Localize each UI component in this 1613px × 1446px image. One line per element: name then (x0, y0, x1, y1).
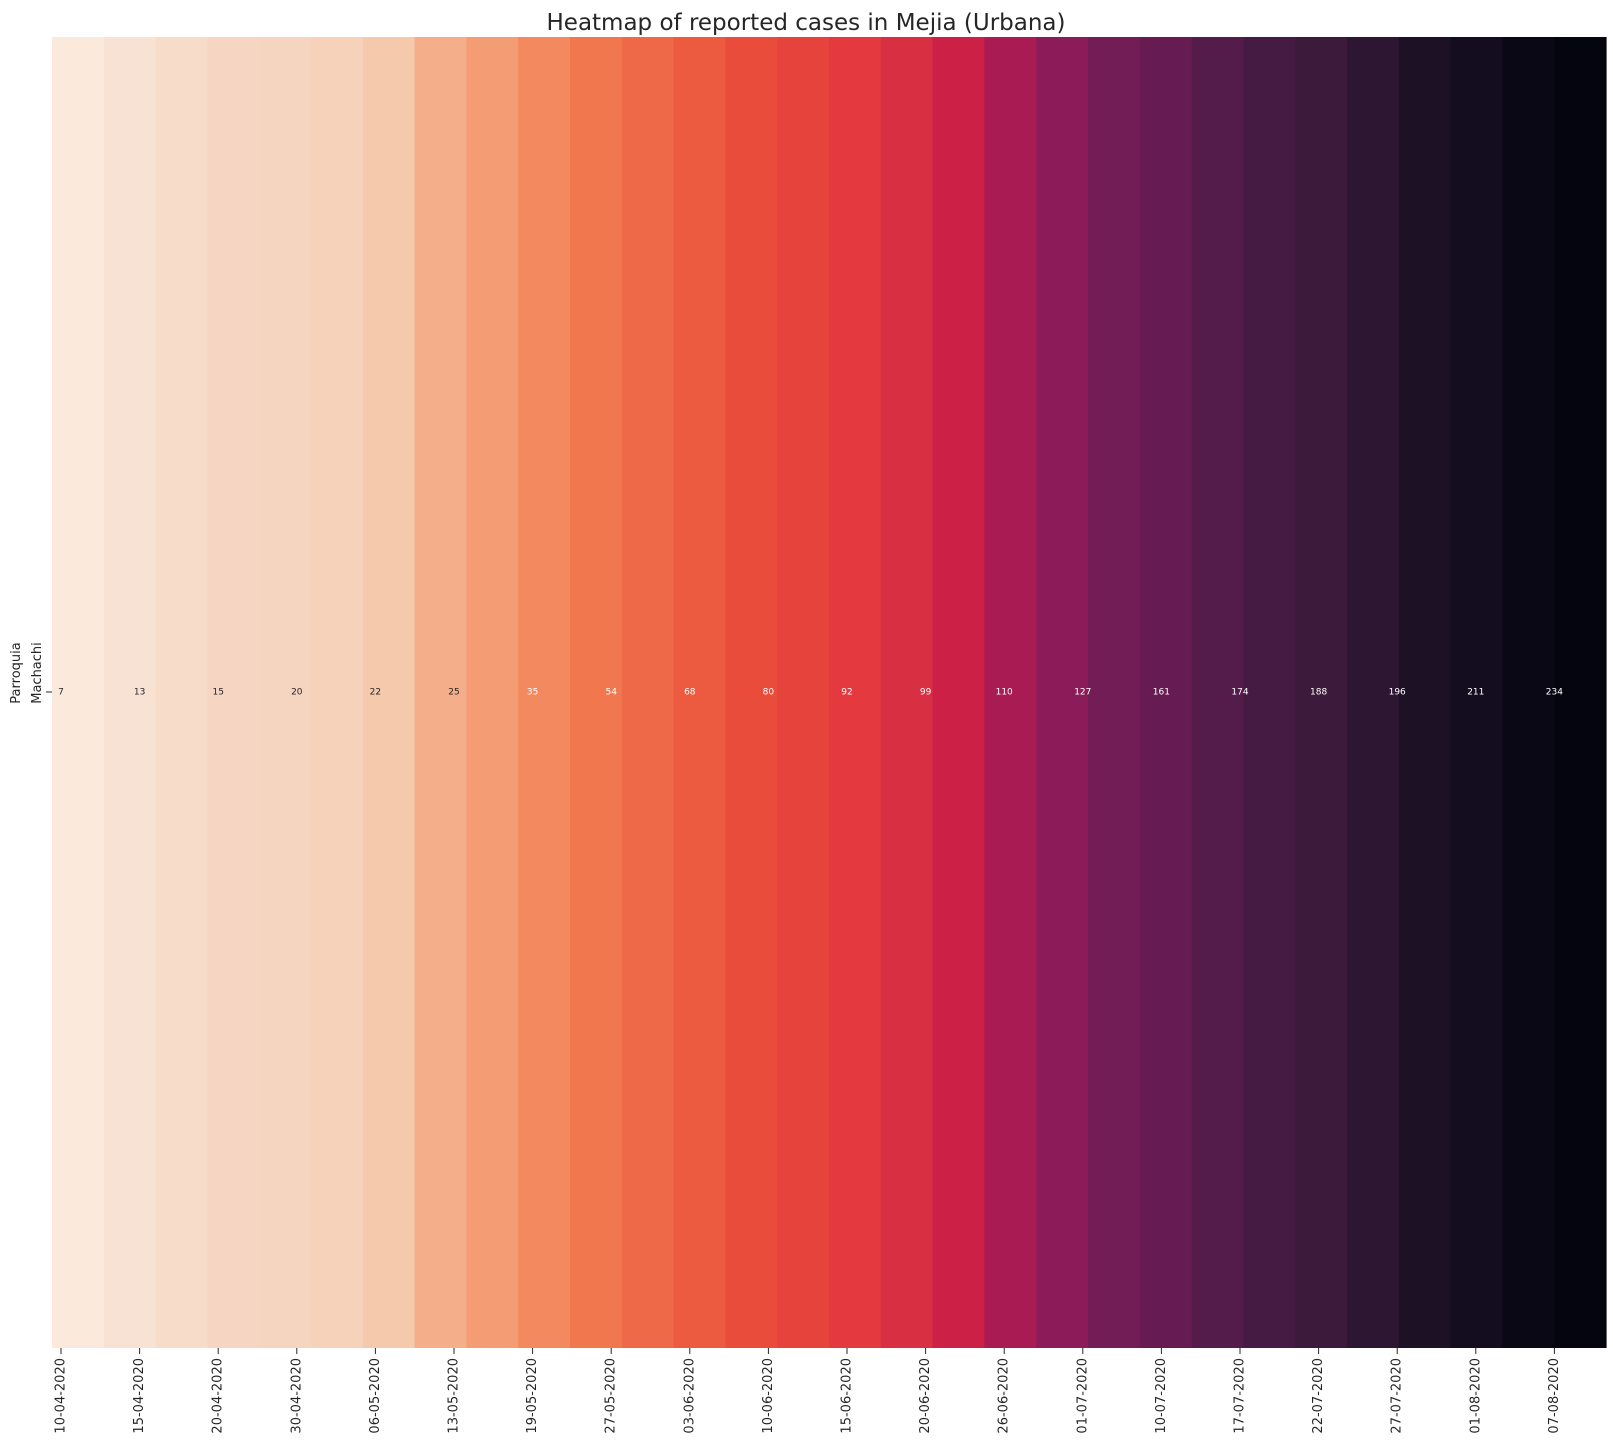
heatmap-cell (103, 37, 157, 1348)
x-tick-label: 15-04-2020 (132, 1358, 147, 1434)
heatmap-cells (52, 37, 1607, 1348)
heatmap-cell (777, 37, 830, 1348)
cell-value-label: 196 (1389, 688, 1406, 698)
x-tick-label: 20-06-2020 (918, 1358, 933, 1434)
cell-value-label: 92 (841, 688, 852, 698)
heatmap-cell (518, 37, 571, 1348)
cell-value-label: 25 (448, 688, 459, 698)
heatmap-cell (621, 37, 675, 1348)
cell-value-label: 54 (605, 688, 617, 698)
x-tick-label: 10-04-2020 (54, 1358, 69, 1434)
x-tick-label: 19-05-2020 (525, 1358, 540, 1434)
heatmap-cell (414, 37, 467, 1348)
cell-value-label: 174 (1231, 688, 1248, 698)
heatmap-cell (932, 37, 985, 1348)
x-tick-label: 22-07-2020 (1311, 1358, 1326, 1434)
heatmap-cell (880, 37, 934, 1348)
cell-value-label: 15 (212, 688, 223, 698)
y-axis-label: Parroquia (9, 642, 24, 703)
cell-value-label: 13 (134, 688, 145, 698)
heatmap-cell (1088, 37, 1141, 1348)
heatmap-cell (570, 37, 623, 1348)
cell-value-label: 110 (996, 688, 1013, 698)
heatmap-cell (362, 37, 416, 1348)
heatmap-cell (1191, 37, 1244, 1348)
x-tick-label: 01-08-2020 (1468, 1358, 1483, 1434)
heatmap-cell (259, 37, 312, 1348)
cell-value-label: 99 (920, 688, 932, 698)
heatmap-cell (1398, 37, 1452, 1348)
x-tick-label: 20-04-2020 (211, 1358, 226, 1434)
x-tick-label: 26-06-2020 (997, 1358, 1012, 1434)
heatmap-cell (1554, 37, 1607, 1348)
x-tick-label: 13-05-2020 (447, 1358, 462, 1434)
row-tick-label: Machachi (30, 642, 45, 704)
y-axis: Parroquia Machachi (9, 642, 52, 704)
heatmap-cell (1502, 37, 1555, 1348)
cell-value-label: 22 (370, 688, 381, 698)
heatmap-cell (311, 37, 364, 1348)
heatmap-cell (1295, 37, 1348, 1348)
heatmap-cell (52, 37, 105, 1348)
chart-title: Heatmap of reported cases in Mejia (Urba… (547, 10, 1066, 36)
x-tick-label: 10-06-2020 (761, 1358, 776, 1434)
x-tick-label: 03-06-2020 (682, 1358, 697, 1434)
x-tick-label: 15-06-2020 (840, 1358, 855, 1434)
heatmap-cell (155, 37, 208, 1348)
heatmap-cell (984, 37, 1037, 1348)
heatmap-cell (1139, 37, 1193, 1348)
x-tick-label: 30-04-2020 (289, 1358, 304, 1434)
cell-value-label: 161 (1153, 688, 1170, 698)
x-tick-label: 01-07-2020 (1075, 1358, 1090, 1434)
cell-value-label: 188 (1310, 688, 1327, 698)
x-tick-label: 06-05-2020 (368, 1358, 383, 1434)
cell-value-label: 7 (58, 688, 64, 698)
cell-value-label: 234 (1546, 688, 1563, 698)
heatmap-cell (1450, 37, 1503, 1348)
x-tick-label: 17-07-2020 (1233, 1358, 1248, 1434)
heatmap-cell (829, 37, 882, 1348)
heatmap-cell (1243, 37, 1296, 1348)
cell-value-labels: 7 13 15 20 22 25 35 54 68 80 92 99 110 127 161 174 188 19… (58, 688, 1563, 698)
cell-value-label: 20 (291, 688, 303, 698)
x-tick-label: 27-07-2020 (1390, 1358, 1405, 1434)
x-axis: 10-04-2020 15-04-2020 20-04-2020 30-04-2020… (54, 1348, 1562, 1434)
cell-value-label: 80 (763, 688, 775, 698)
cell-value-label: 127 (1074, 688, 1091, 698)
x-tick-label: 07-08-2020 (1547, 1358, 1562, 1434)
cell-value-label: 35 (527, 688, 538, 698)
x-tick-label: 10-07-2020 (1154, 1358, 1169, 1434)
heatmap-cell (725, 37, 778, 1348)
cell-value-label: 68 (684, 688, 696, 698)
heatmap-cell (1347, 37, 1400, 1348)
heatmap-cell (1036, 37, 1089, 1348)
heatmap-cell (207, 37, 260, 1348)
x-tick-label: 27-05-2020 (604, 1358, 619, 1434)
heatmap-cell (466, 37, 519, 1348)
cell-value-label: 211 (1467, 688, 1484, 698)
heatmap-cell (673, 37, 726, 1348)
